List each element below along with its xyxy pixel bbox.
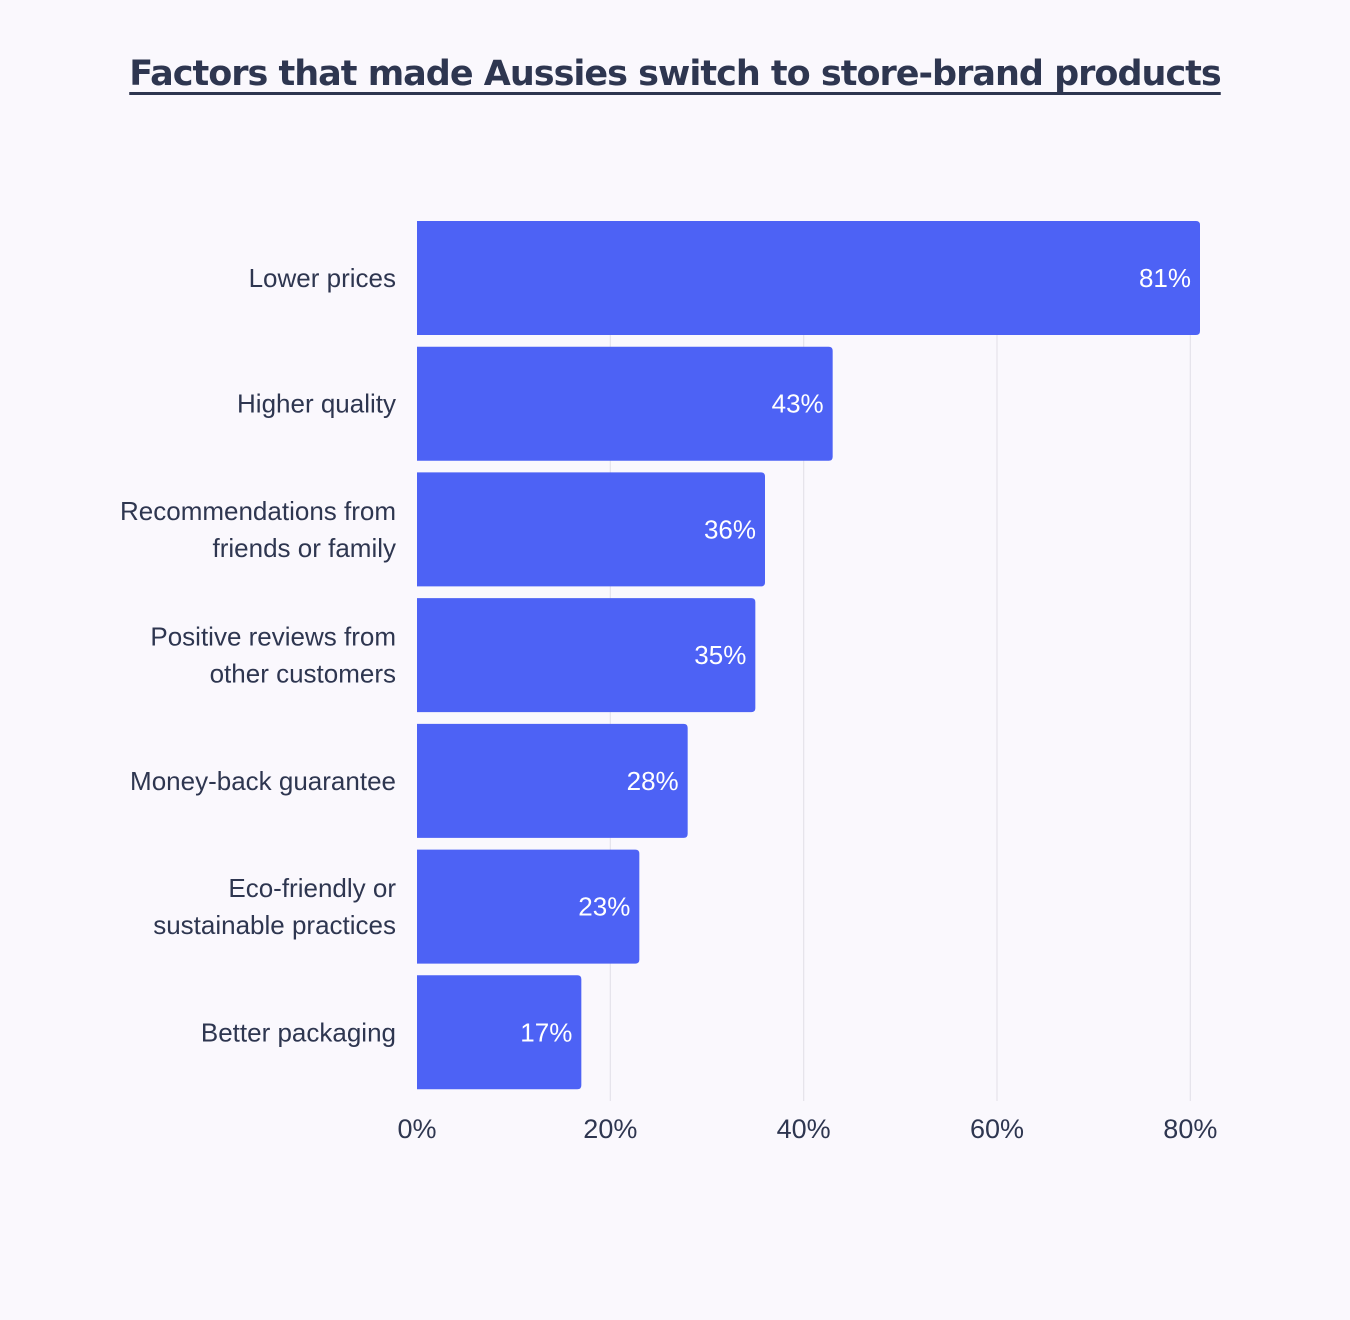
value-labels: 81% 43% 36% 35% 28% 23% 17% [520, 263, 1191, 1047]
x-tick-label: 40% [777, 1114, 831, 1144]
bar [417, 723, 688, 838]
value-label: 81% [1139, 263, 1191, 293]
category-label: Better packaging [201, 1017, 396, 1047]
bar [417, 472, 765, 587]
value-label: 43% [772, 389, 824, 419]
bar [417, 346, 833, 461]
value-label: 35% [694, 640, 746, 670]
value-label: 28% [627, 766, 679, 796]
value-label: 17% [520, 1017, 572, 1047]
value-label: 36% [704, 514, 756, 544]
bar [417, 598, 756, 713]
category-label: Recommendations from friends or family [120, 496, 396, 563]
x-axis-ticks: 0% 20% 40% 60% 80% [397, 1114, 1217, 1144]
bar [417, 849, 640, 964]
value-label: 23% [578, 892, 630, 922]
bar [417, 221, 1200, 335]
bar [417, 975, 582, 1090]
category-label: Eco-friendly or sustainable practices [153, 873, 396, 940]
x-tick-label: 80% [1163, 1114, 1217, 1144]
category-labels: Lower prices Higher quality Recommendation… [120, 263, 396, 1047]
x-tick-label: 0% [397, 1114, 436, 1144]
chart-title: Factors that made Aussies switch to stor… [129, 54, 1222, 94]
category-label: Lower prices [249, 263, 396, 293]
category-label: Positive reviews from other customers [150, 622, 396, 689]
category-label: Money-back guarantee [130, 766, 396, 796]
bars [417, 221, 1200, 1090]
category-label: Higher quality [237, 389, 396, 419]
x-tick-label: 60% [970, 1114, 1024, 1144]
x-tick-label: 20% [583, 1114, 637, 1144]
